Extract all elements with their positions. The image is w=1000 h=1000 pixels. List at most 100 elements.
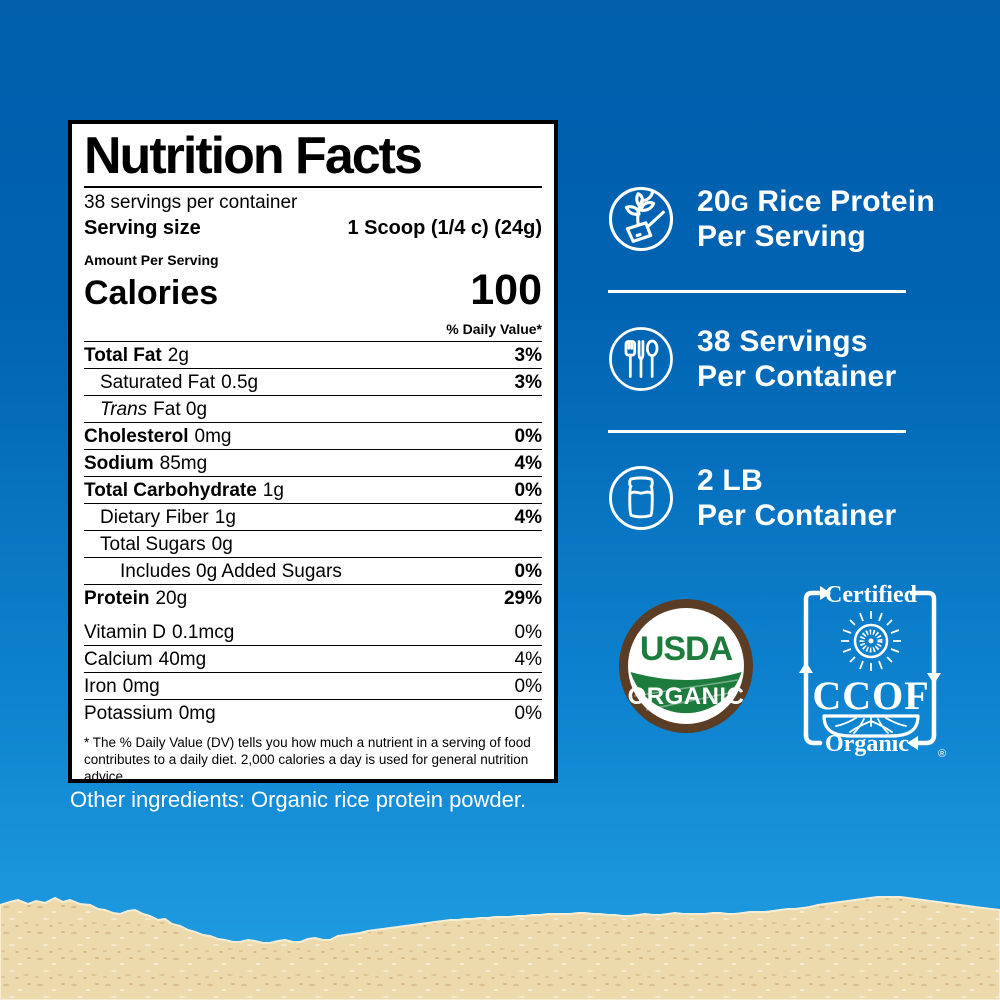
ccof-name-text: CCOF: [812, 673, 929, 718]
micro-row-calcium: Calcium 40mg 4%: [84, 645, 542, 672]
daily-value-footnote: * The % Daily Value (DV) tells you how m…: [84, 735, 531, 783]
callout-line1: 20G Rice Protein: [697, 185, 935, 220]
callout-rest: LB: [713, 464, 763, 497]
nutrient-dv: 4%: [514, 648, 542, 670]
calories-value: 100: [470, 266, 542, 314]
nutrient-amount: 0mg: [122, 675, 160, 697]
callout-rest: Servings: [730, 325, 868, 358]
nutrient-row-saturated-fat: Saturated Fat 0.5g 3%: [84, 368, 542, 395]
nutrient-dv: 4%: [514, 506, 542, 528]
nutrient-dv: 0%: [514, 675, 542, 697]
ccof-organic-text: Organic: [825, 731, 909, 757]
callout-divider: [608, 430, 906, 433]
usda-text: USDA: [640, 630, 733, 668]
callout-text: 38 Servings Per Container: [697, 325, 896, 393]
plant-scoop-icon: [608, 186, 674, 252]
calories-row: Calories 100: [84, 269, 542, 313]
nutrient-dv: 29%: [503, 587, 542, 609]
micro-row-potassium: Potassium 0mg 0%: [84, 699, 542, 726]
nutrient-amount: 0.1mcg: [172, 621, 235, 643]
calories-label: Calories: [84, 274, 219, 312]
nutrient-row-total-sugars: Total Sugars 0g: [84, 530, 542, 557]
nutrient-amount: 40mg: [158, 648, 207, 670]
callout-line2: Per Container: [697, 360, 897, 393]
nutrient-name: Includes 0g Added Sugars: [120, 560, 342, 582]
callout-line2: Per Serving: [697, 220, 866, 253]
callout-rice-protein: 20G Rice Protein Per Serving: [607, 185, 967, 253]
nutrient-dv: 0%: [514, 425, 542, 447]
nutrient-name: Protein: [84, 587, 150, 609]
ccof-certified-text: Certified: [825, 582, 918, 608]
nutrient-row-added-sugars: Includes 0g Added Sugars 0%: [84, 557, 542, 584]
nutrient-row-protein: Protein 20g 29%: [84, 584, 542, 611]
usda-organic-seal: USDA ORGANIC: [619, 599, 753, 733]
ccof-certified-organic-badge: Certified CCOF Or: [799, 582, 946, 760]
nutrient-name: Total Carbohydrate: [84, 479, 257, 501]
other-ingredients: Other ingredients: Organic rice protein …: [70, 787, 527, 812]
nutrient-name: Calcium: [84, 648, 153, 670]
nutrient-name: Saturated Fat: [100, 371, 216, 393]
callout-number: 20: [697, 185, 731, 218]
servings-per-container: 38 servings per container: [84, 192, 298, 213]
nutrient-dv: 0%: [514, 621, 542, 643]
callout-weight: 2 LB Per Container: [607, 464, 967, 532]
nutrient-amount: 20g: [155, 587, 188, 609]
nutrient-name: Sodium: [84, 452, 154, 474]
nutrient-row-total-carbohydrate: Total Carbohydrate 1g 0%: [84, 476, 542, 503]
nutrient-name: Total Sugars: [100, 533, 206, 555]
callout-number: 2: [697, 464, 714, 497]
nutrient-dv: 0%: [514, 702, 542, 724]
roots-icon: [822, 714, 920, 738]
divider: [84, 186, 542, 188]
usda-organic-text: ORGANIC: [628, 683, 745, 710]
callout-line1: 2 LB: [697, 464, 896, 499]
nutrient-amount: 0mg: [178, 702, 216, 724]
sunflower-icon: [841, 611, 901, 671]
callout-text: 20G Rice Protein Per Serving: [697, 185, 935, 253]
nutrient-amount: 0g: [211, 533, 233, 555]
nutrient-name: Cholesterol: [84, 425, 189, 447]
callout-line2: Per Container: [697, 499, 897, 532]
callout-number: 38: [697, 325, 731, 358]
torn-paper-edge: [0, 896, 1000, 1000]
nutrient-name: Total Fat: [84, 344, 162, 366]
nutrient-amount: 85mg: [159, 452, 208, 474]
micro-row-vitamin-d: Vitamin D 0.1mcg 0%: [84, 619, 542, 645]
nutrient-amount: 0mg: [194, 425, 232, 447]
callout-line1: 38 Servings: [697, 325, 896, 360]
nutrient-dv: 0%: [514, 560, 542, 582]
nutrition-facts-label: Nutrition Facts 38 servings per containe…: [68, 120, 558, 783]
nutrient-row-total-fat: Total Fat 2g 3%: [84, 341, 542, 368]
nutrient-amount: 1g: [262, 479, 284, 501]
registered-mark: ®: [938, 748, 946, 760]
amount-per-serving: Amount Per Serving: [84, 252, 219, 268]
nutrient-amount: 2g: [167, 344, 189, 366]
serving-size-row: Serving size 1 Scoop (1/4 c) (24g): [84, 215, 542, 242]
callout-servings: 38 Servings Per Container: [607, 325, 967, 393]
serving-size-label: Serving size: [84, 217, 201, 239]
nutrient-amount: 0.5g: [221, 371, 259, 393]
nutrient-row-sodium: Sodium 85mg 4%: [84, 449, 542, 476]
nutrient-row-cholesterol: Cholesterol 0mg 0%: [84, 422, 542, 449]
callout-rest: Rice Protein: [748, 185, 935, 218]
callout-divider: [608, 290, 906, 293]
nutrient-amount: Fat 0g: [153, 398, 208, 420]
callout-text: 2 LB Per Container: [697, 464, 896, 532]
nutrient-name: Trans: [100, 398, 148, 420]
nutrient-name: Potassium: [84, 702, 173, 724]
nutrition-facts-title: Nutrition Facts: [84, 127, 423, 185]
nutrient-dv: 0%: [514, 479, 542, 501]
serving-size-value: 1 Scoop (1/4 c) (24g): [347, 217, 543, 239]
nutrient-dv: 3%: [514, 344, 542, 366]
utensils-icon: [609, 327, 673, 391]
nutrient-name: Vitamin D: [84, 621, 167, 643]
micro-row-iron: Iron 0mg 0%: [84, 672, 542, 699]
nutrient-amount: 1g: [214, 506, 236, 528]
callout-unit: G: [730, 190, 749, 216]
nutrient-row-trans-fat: Trans Fat 0g: [84, 395, 542, 422]
nutrient-name: Dietary Fiber: [100, 506, 209, 528]
jar-icon: [609, 466, 673, 530]
daily-value-header: % Daily Value*: [446, 321, 542, 337]
nutrient-dv: 4%: [514, 452, 542, 474]
